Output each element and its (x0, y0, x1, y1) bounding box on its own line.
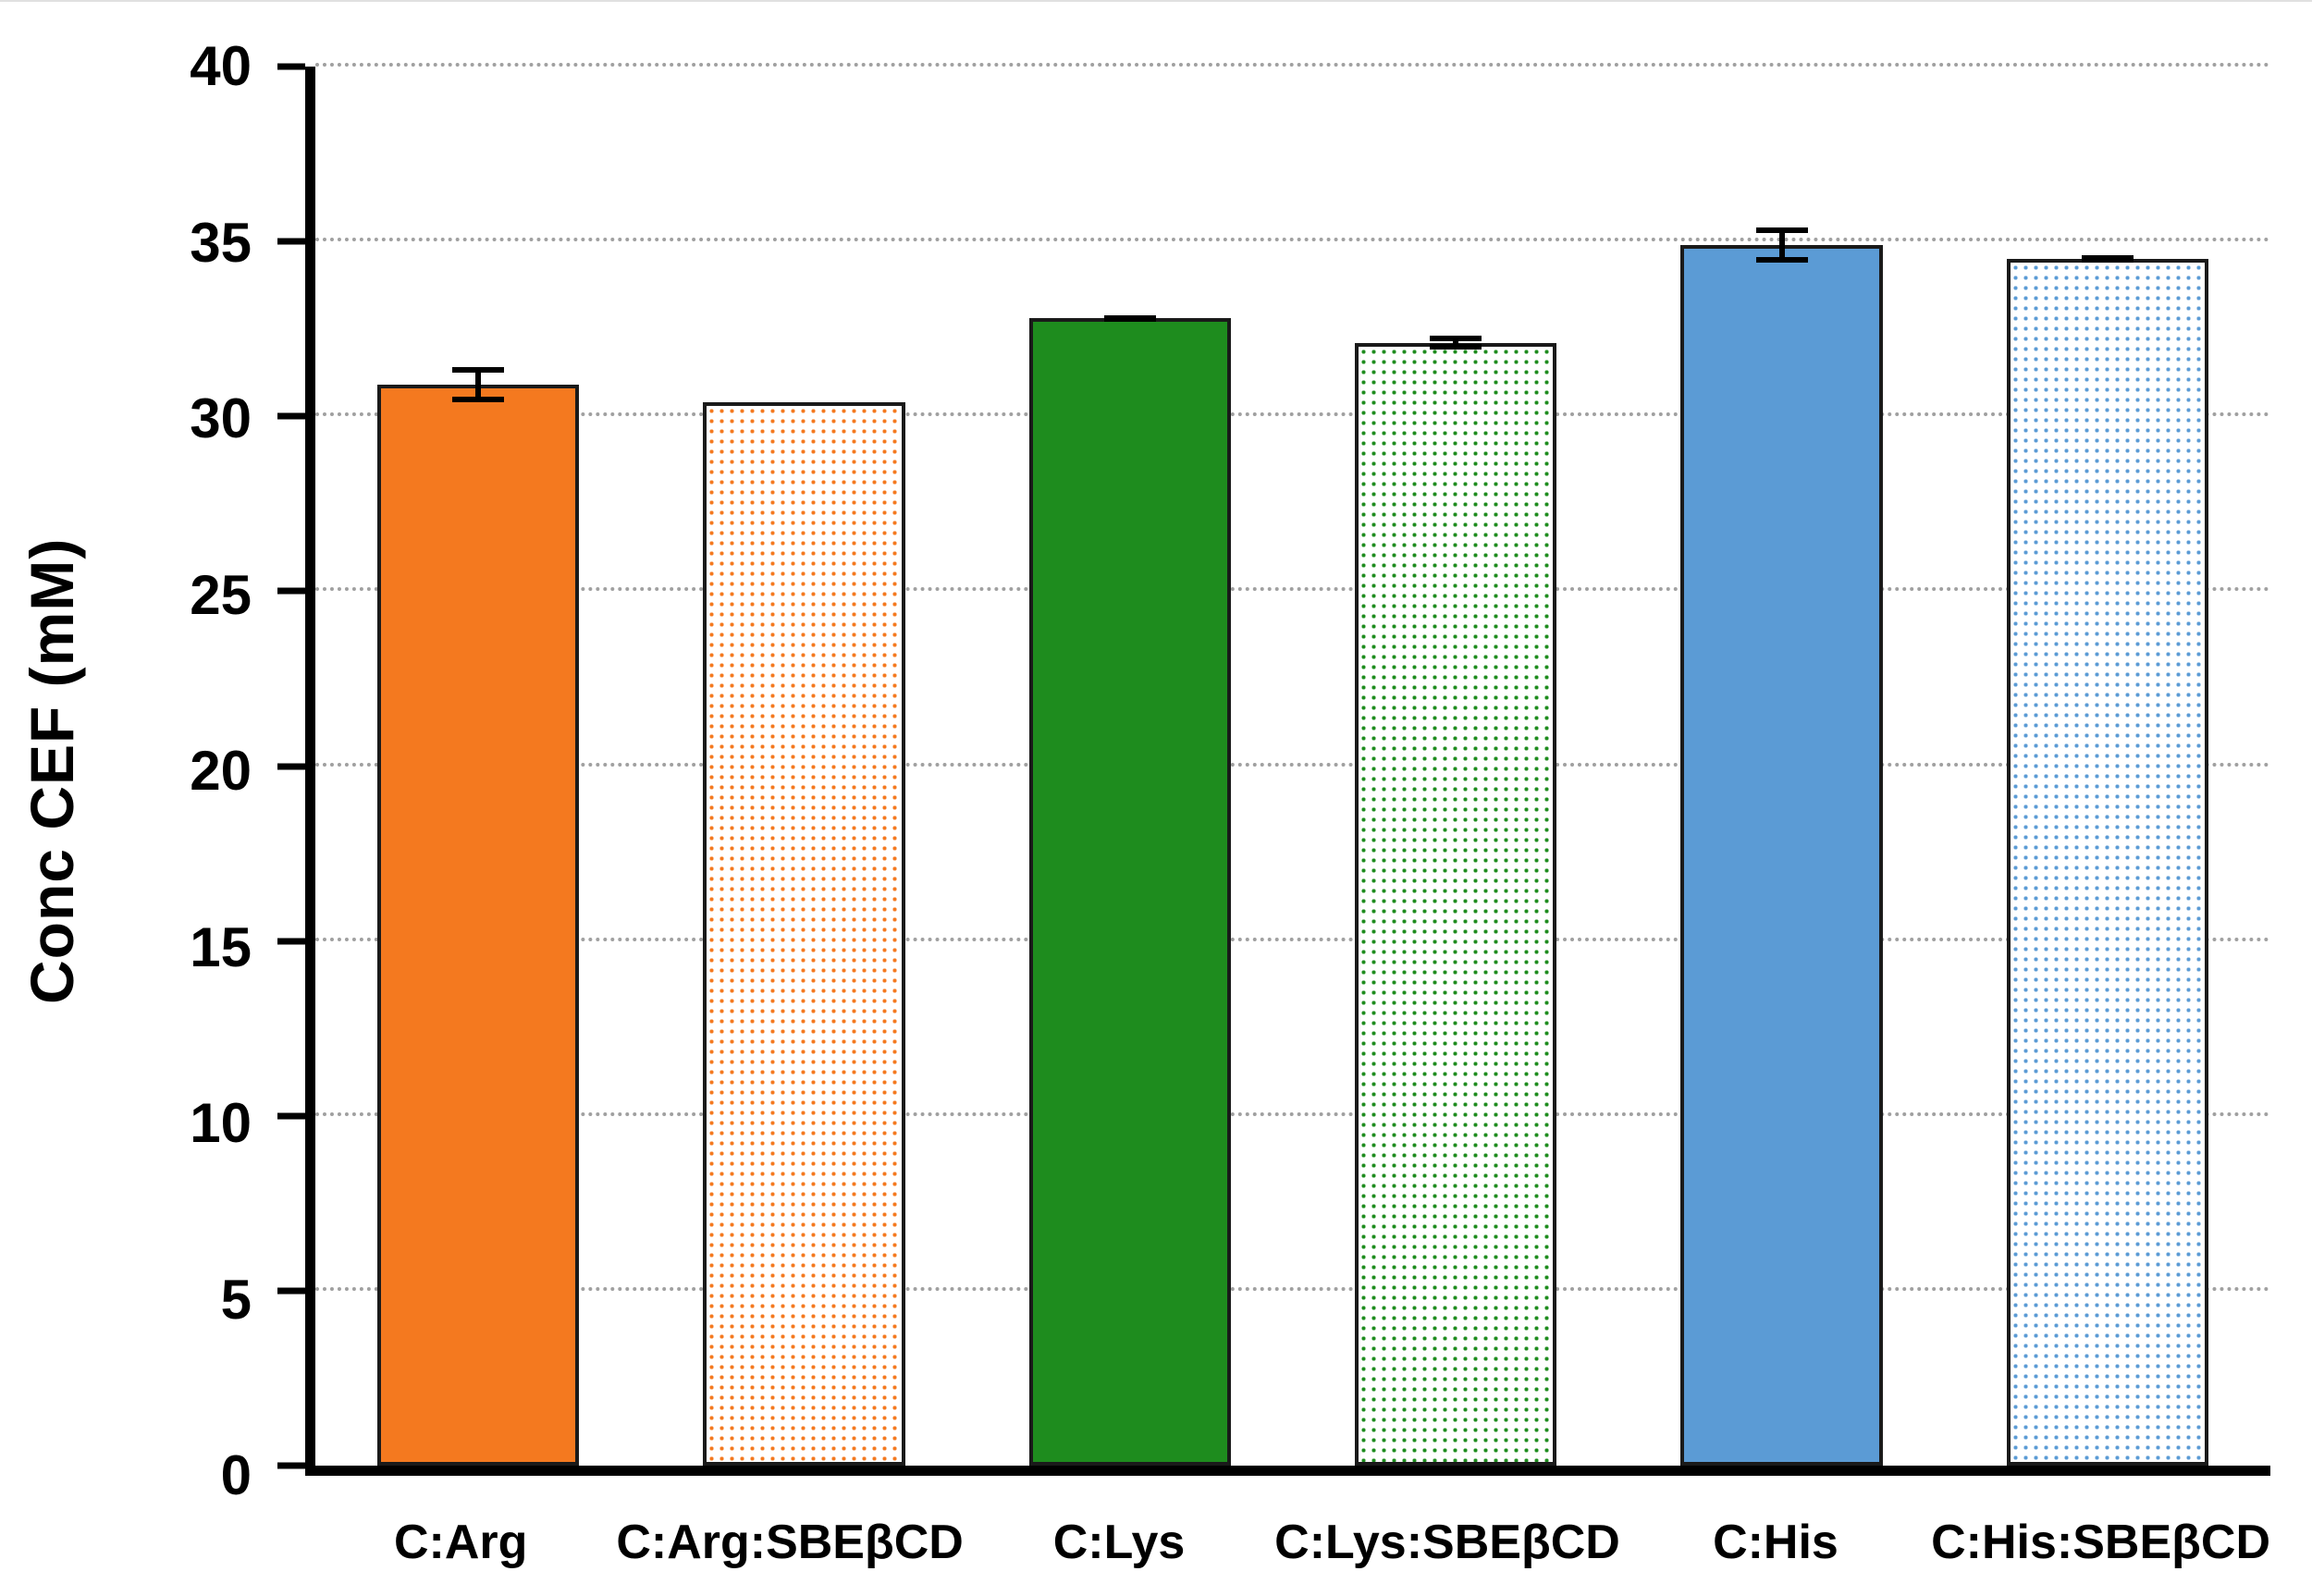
error-bar (452, 367, 505, 403)
x-category-label: C:Arg:SBEβCD (616, 1516, 964, 1569)
x-category-label: C:Lys:SBEβCD (1274, 1516, 1620, 1569)
error-bar (1755, 227, 1808, 263)
y-tick (277, 938, 305, 945)
y-tick-label: 35 (190, 211, 252, 274)
x-category-label: C:Lys (1052, 1516, 1186, 1569)
y-tick-label: 30 (190, 387, 252, 449)
y-tick-label: 25 (190, 563, 252, 626)
x-axis-labels: C:Arg C:Arg:SBEβCD C:Lys C:Lys:SBEβCD C:His C… (305, 1509, 2270, 1576)
y-tick (277, 587, 305, 595)
bar (376, 385, 580, 1466)
y-tick (277, 63, 305, 70)
y-tick-label: 20 (190, 740, 252, 802)
y-tick-label: 10 (190, 1092, 252, 1154)
bar (703, 402, 905, 1466)
error-bar (2081, 255, 2134, 263)
error-bar (1103, 314, 1156, 323)
bar (1354, 342, 1557, 1466)
gridline (315, 1286, 2270, 1291)
y-tick-label: 40 (190, 35, 252, 97)
y-tick-label: 0 (220, 1444, 252, 1506)
x-category-label: C:His (1713, 1516, 1839, 1569)
gridline (315, 937, 2270, 941)
bar (1028, 318, 1232, 1466)
y-tick-label: 5 (220, 1268, 252, 1331)
gridline (315, 63, 2270, 67)
gridline (315, 238, 2270, 242)
gridline (315, 587, 2270, 592)
bar (2006, 259, 2209, 1466)
x-category-label: C:His:SBEβCD (1931, 1516, 2270, 1569)
gridline (315, 762, 2270, 767)
y-tick (277, 1112, 305, 1120)
gridline (315, 1111, 2270, 1116)
y-tick (277, 1462, 305, 1469)
y-tick (277, 763, 305, 769)
y-tick (277, 412, 305, 420)
x-category-label: C:Arg (393, 1516, 528, 1569)
y-axis-labels: 0 5 10 15 20 25 30 35 40 (0, 39, 294, 1504)
error-bar (1430, 336, 1482, 350)
gridline (315, 412, 2270, 417)
plot-area (277, 63, 2270, 1476)
y-tick (277, 238, 305, 245)
y-tick (277, 1287, 305, 1295)
bar (1680, 244, 1883, 1466)
y-tick-label: 15 (190, 915, 252, 978)
